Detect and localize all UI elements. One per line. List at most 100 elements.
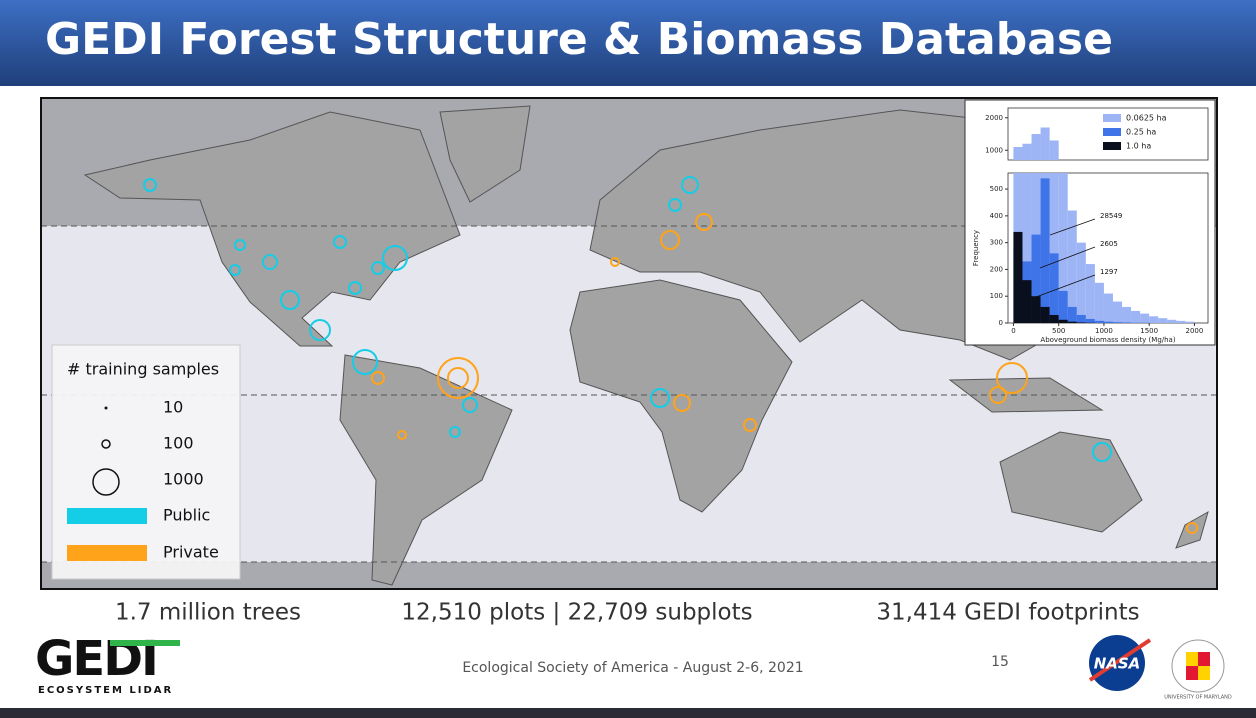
legend-label: 0.25 ha xyxy=(1126,128,1156,137)
y-axis-label: Frequency xyxy=(972,230,980,266)
y-tick-label: 400 xyxy=(990,212,1003,220)
sample-marker xyxy=(668,198,682,212)
stat: 12,510 plots | 22,709 subplots xyxy=(401,600,752,626)
size-symbol xyxy=(104,406,108,410)
sample-marker xyxy=(280,290,300,310)
annotation: 2605 xyxy=(1100,240,1118,248)
hist-bar xyxy=(1149,316,1159,323)
x-tick-label: 2000 xyxy=(1186,327,1204,335)
sample-marker xyxy=(382,245,408,271)
sample-marker xyxy=(650,388,670,408)
y-tick-label: 2000 xyxy=(985,114,1003,122)
hist-bar xyxy=(1112,301,1123,323)
sample-marker xyxy=(352,349,378,375)
sample-marker xyxy=(660,230,680,250)
sample-marker xyxy=(309,319,331,341)
hist-bar xyxy=(1158,318,1168,323)
legend-label: 1.0 ha xyxy=(1126,142,1151,151)
private-markers xyxy=(371,213,1198,534)
hist-bar xyxy=(1022,280,1032,323)
event: Ecological Society of America - August 2… xyxy=(462,660,803,676)
legend-label: 0.0625 ha xyxy=(1126,114,1167,123)
sample-markers xyxy=(143,176,1198,534)
plot-frame-upper xyxy=(1007,107,1209,161)
annotation-arrow xyxy=(1027,274,1096,301)
hist-bar xyxy=(1176,320,1186,323)
header-band xyxy=(0,0,1256,86)
umd-text: UNIVERSITY OF MARYLAND xyxy=(1164,695,1232,701)
sample-marker xyxy=(229,264,241,276)
australia xyxy=(999,431,1143,533)
size-symbol xyxy=(92,468,120,496)
hist-bar xyxy=(1085,318,1095,323)
sample-marker xyxy=(333,235,347,249)
hist-bar xyxy=(1140,313,1150,323)
hist-bar xyxy=(1049,253,1059,323)
y-tick-label: 500 xyxy=(990,185,1003,193)
sample-marker xyxy=(449,426,461,438)
hist-bar xyxy=(1040,178,1050,323)
sample-marker xyxy=(695,213,713,231)
hist-bar xyxy=(1031,234,1041,323)
hist-bar xyxy=(1076,242,1086,323)
x-tick-label: 1500 xyxy=(1140,327,1158,335)
hist-bar xyxy=(1040,306,1050,323)
legend-swatch xyxy=(1103,114,1121,122)
hist-bar xyxy=(1058,290,1068,323)
sample-marker xyxy=(681,176,699,194)
size-label: 1000 xyxy=(163,470,204,489)
map-frame xyxy=(40,97,1218,590)
hist-bar-upper xyxy=(1031,134,1041,160)
gedi-logo: GEDI xyxy=(35,631,157,687)
hist-bar xyxy=(1085,264,1095,323)
annotation-arrow xyxy=(1049,218,1096,236)
size-symbol xyxy=(101,439,111,449)
hist-bar-upper xyxy=(1013,147,1023,160)
hist-bar xyxy=(1076,314,1086,323)
hist-bar xyxy=(1067,210,1077,323)
hist-bar xyxy=(1167,319,1177,323)
hist-bar xyxy=(1067,321,1077,323)
sample-marker xyxy=(437,357,479,399)
annotation: 1297 xyxy=(1100,268,1118,276)
north-america xyxy=(83,111,461,347)
stat: 1.7 million trees xyxy=(115,600,301,626)
hist-bar xyxy=(1122,322,1132,323)
color-label: Public xyxy=(163,506,210,525)
umd-shield xyxy=(1198,666,1210,680)
color-swatch xyxy=(67,545,147,561)
sample-marker xyxy=(743,418,757,432)
y-tick-label: 200 xyxy=(990,265,1003,273)
hist-bar xyxy=(1131,310,1141,323)
size-label: 10 xyxy=(163,398,183,417)
y-tick-label: 100 xyxy=(990,292,1003,300)
hist-bar xyxy=(1094,320,1104,323)
sample-marker xyxy=(1186,522,1198,534)
hist-bar xyxy=(1067,306,1077,323)
legend-title: # training samples xyxy=(67,360,219,379)
hist-bar xyxy=(1049,173,1059,323)
hist-bar xyxy=(1031,296,1041,323)
x-tick-label: 0 xyxy=(1011,327,1015,335)
hist-bar xyxy=(1013,231,1023,323)
hist-bar-upper xyxy=(1022,143,1032,160)
sample-marker xyxy=(262,254,278,270)
legend-box xyxy=(51,344,241,580)
hist-bar xyxy=(1049,314,1059,323)
slide-title: GEDI Forest Structure & Biomass Database xyxy=(45,14,1113,65)
color-swatch xyxy=(67,508,147,524)
legend-swatch xyxy=(1103,142,1121,150)
sample-marker xyxy=(447,367,469,389)
x-tick-label: 500 xyxy=(1052,327,1065,335)
logo-stripe xyxy=(110,640,180,646)
stat: 31,414 GEDI footprints xyxy=(876,600,1139,626)
hist-bar xyxy=(1058,319,1068,323)
public-markers xyxy=(143,176,1112,462)
hist-bar-upper xyxy=(1049,140,1059,160)
y-tick-label: 0 xyxy=(999,319,1003,327)
hist-bar xyxy=(1185,321,1195,323)
sample-marker xyxy=(143,178,157,192)
new-zealand xyxy=(1175,510,1209,549)
page-number: 15 xyxy=(991,654,1009,670)
